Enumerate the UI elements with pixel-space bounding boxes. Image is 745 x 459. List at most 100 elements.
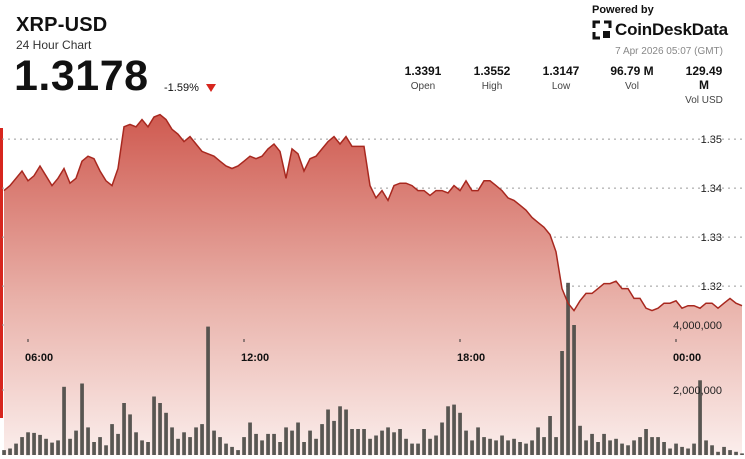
volume-bar	[740, 453, 744, 455]
volume-bar	[380, 430, 384, 455]
volume-bar	[344, 409, 348, 455]
volume-bar	[20, 437, 24, 455]
volume-bar	[140, 440, 144, 455]
price-tick-label: 1.35	[701, 134, 722, 146]
volume-bar	[542, 437, 546, 455]
volume-bar	[356, 429, 360, 455]
volume-bar	[560, 351, 564, 455]
volume-bar	[200, 424, 204, 455]
volume-bar	[650, 437, 654, 455]
volume-bar	[212, 430, 216, 455]
volume-bar	[716, 451, 720, 456]
volume-bar	[548, 416, 552, 455]
price-change: -1.59%	[164, 82, 199, 94]
volume-bar	[668, 448, 672, 455]
volume-bar	[458, 412, 462, 456]
volume-bar	[74, 430, 78, 455]
volume-bar	[284, 427, 288, 455]
volume-bar	[218, 437, 222, 455]
page-title: XRP-USD	[16, 14, 108, 36]
volume-bar	[8, 448, 12, 455]
price-tick-label: 1.32	[701, 281, 722, 293]
volume-bar	[326, 409, 330, 455]
volume-bar	[440, 422, 444, 455]
volume-bar	[506, 440, 510, 455]
volume-bar	[278, 442, 282, 455]
volume-bar	[530, 440, 534, 455]
x-tick-label: 18:00	[457, 352, 485, 364]
volume-bar	[68, 438, 72, 456]
volume-bar	[176, 438, 180, 456]
volume-bar	[182, 432, 186, 456]
price-tick-label: 1.33	[701, 232, 722, 244]
volume-bar	[104, 445, 108, 456]
x-tick-label: 06:00	[25, 352, 53, 364]
volume-bar	[692, 443, 696, 455]
stat-label: Vol	[625, 81, 639, 92]
volume-bar	[194, 427, 198, 455]
volume-bar	[266, 433, 270, 455]
volume-bar	[626, 445, 630, 456]
volume-bar	[350, 429, 354, 455]
volume-bar	[464, 430, 468, 455]
volume-bar	[584, 440, 588, 455]
volume-bar	[368, 438, 372, 456]
volume-bar	[158, 403, 162, 455]
volume-bar	[596, 442, 600, 455]
brand-name: CoinDeskData	[615, 20, 728, 39]
volume-bar	[110, 424, 114, 455]
volume-bar	[170, 427, 174, 455]
volume-bar	[38, 434, 42, 455]
volume-bar	[56, 440, 60, 455]
volume-bar	[446, 406, 450, 456]
volume-bar	[386, 427, 390, 455]
volume-bar	[620, 443, 624, 455]
volume-bar	[362, 429, 366, 455]
y-axis-labels: 1.32 1.33 1.34 1.35 2,000,000 4,000,000	[673, 134, 722, 397]
coindesk-logo-icon	[592, 20, 612, 40]
volume-bar	[314, 438, 318, 456]
volume-bar	[308, 430, 312, 455]
volume-bar	[206, 326, 210, 455]
volume-bar	[50, 442, 54, 455]
volume-bar	[638, 437, 642, 455]
volume-bar	[128, 414, 132, 455]
stat-vol-usd: 129.49 M Vol USD	[684, 64, 725, 106]
volume-bar	[188, 437, 192, 455]
volume-bar	[590, 433, 594, 455]
volume-bar	[518, 442, 522, 455]
volume-bar	[92, 442, 96, 455]
powered-by-label: Powered by	[592, 4, 654, 16]
down-arrow-icon	[206, 84, 216, 92]
stat-vol: 96.79 M Vol	[610, 64, 653, 92]
volume-bar	[152, 396, 156, 455]
volume-bar	[476, 427, 480, 455]
volume-bar	[122, 403, 126, 455]
volume-bar	[320, 424, 324, 455]
volume-bar	[422, 429, 426, 455]
stat-value: 96.79 M	[610, 64, 654, 78]
volume-bar	[428, 438, 432, 456]
volume-bar	[566, 282, 570, 456]
volume-bar	[26, 432, 30, 456]
volume-bar	[614, 438, 618, 456]
brand-logo[interactable]: CoinDeskData	[592, 20, 728, 40]
volume-bar	[734, 451, 738, 456]
volume-bar	[164, 412, 168, 456]
volume-bar	[470, 440, 474, 455]
volume-bars	[2, 282, 744, 456]
volume-bar	[698, 380, 702, 456]
volume-bar	[62, 386, 66, 456]
volume-bar	[98, 437, 102, 455]
volume-bar	[392, 432, 396, 456]
volume-bar	[86, 427, 90, 455]
current-price: 1.3178	[14, 52, 149, 100]
stat-label: Vol USD	[685, 95, 723, 106]
volume-bar	[608, 440, 612, 455]
volume-bar	[602, 433, 606, 455]
volume-bar	[146, 442, 150, 455]
chart-subtitle: 24 Hour Chart	[16, 38, 92, 52]
volume-bar	[710, 445, 714, 456]
volume-bar	[662, 442, 666, 455]
